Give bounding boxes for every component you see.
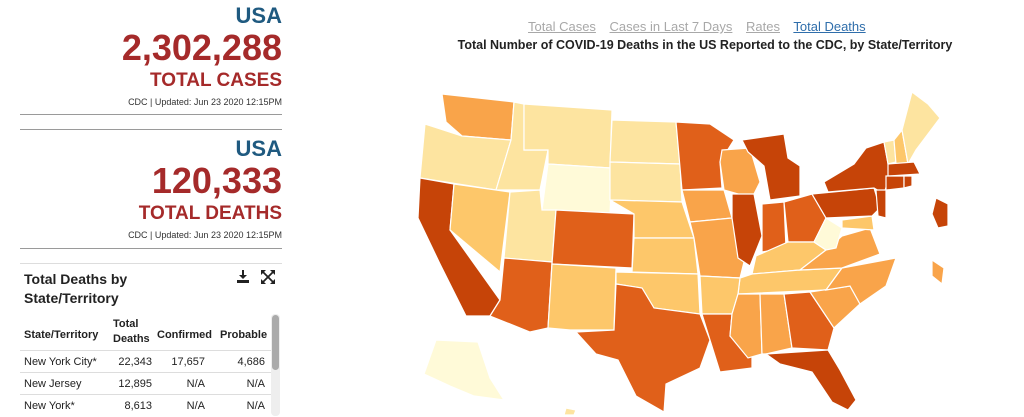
cell-total-deaths: 12,895	[118, 378, 152, 390]
scrollbar-thumb[interactable]	[272, 315, 279, 370]
state-west-virginia[interactable]	[813, 217, 843, 251]
state-new-jersey[interactable]	[875, 189, 887, 219]
cell-state: New Jersey	[24, 378, 82, 390]
cell-total-deaths: 8,613	[124, 400, 152, 412]
state-connecticut[interactable]	[885, 175, 905, 191]
cases-region-label: USA	[235, 3, 282, 28]
state-florida[interactable]	[764, 349, 857, 411]
state-north-dakota[interactable]	[609, 119, 681, 165]
state-alabama[interactable]	[759, 293, 793, 355]
total-cases-value: 2,302,288	[121, 27, 282, 68]
state-kansas[interactable]	[631, 237, 699, 275]
cell-confirmed: N/A	[186, 378, 205, 390]
state-delaware-inset[interactable]	[931, 258, 945, 286]
state-illinois[interactable]	[731, 193, 763, 267]
state-new-york[interactable]	[823, 141, 891, 195]
state-maryland[interactable]	[841, 215, 875, 231]
state-alaska[interactable]	[423, 339, 506, 401]
table-scrollbar[interactable]	[271, 314, 280, 416]
state-wyoming[interactable]	[541, 163, 613, 215]
cell-confirmed: 17,657	[171, 356, 205, 368]
cell-total-deaths: 22,343	[118, 356, 152, 368]
divider	[20, 248, 282, 249]
cell-probable: N/A	[246, 378, 265, 390]
header-state[interactable]: State/Territory	[24, 329, 99, 341]
cell-state: New York*	[24, 400, 75, 412]
state-hawaii[interactable]	[563, 407, 577, 415]
tab-total-cases[interactable]: Total Cases	[528, 19, 596, 34]
total-deaths-value: 120,333	[151, 160, 282, 201]
state-massachusetts[interactable]	[887, 161, 921, 177]
cell-confirmed: N/A	[186, 400, 205, 412]
cell-probable: 4,686	[237, 356, 265, 368]
tab-total-deaths[interactable]: Total Deaths	[793, 19, 866, 34]
divider	[20, 114, 282, 115]
deaths-by-state-table-card: Total Deaths by State/Territory State/Te…	[20, 263, 282, 416]
deaths-updated-text: CDC | Updated: Jun 23 2020 12:15PM	[128, 230, 282, 240]
state-new-jersey-inset[interactable]	[931, 197, 949, 229]
divider	[20, 129, 282, 130]
download-icon[interactable]	[236, 270, 250, 284]
state-south-dakota[interactable]	[609, 161, 683, 203]
state-rhode-island[interactable]	[903, 175, 913, 189]
cell-probable: N/A	[246, 400, 265, 412]
table-row: New York* 8,613 N/A N/A	[20, 394, 272, 417]
state-texas[interactable]	[574, 283, 711, 413]
deaths-region-label: USA	[235, 136, 282, 161]
total-cases-card: USA 2,302,288 TOTAL CASES CDC | Updated:…	[20, 4, 282, 108]
table-row: New Jersey 12,895 N/A N/A	[20, 372, 272, 395]
state-georgia[interactable]	[783, 291, 835, 351]
table-header: State/Territory Total Deaths Confirmed P…	[20, 316, 272, 360]
state-michigan[interactable]	[741, 133, 801, 201]
cases-updated-text: CDC | Updated: Jun 23 2020 12:15PM	[128, 97, 282, 107]
total-deaths-card: USA 120,333 TOTAL DEATHS CDC | Updated: …	[20, 137, 282, 241]
total-cases-label: TOTAL CASES	[150, 70, 282, 91]
header-confirmed[interactable]: Confirmed	[157, 329, 212, 341]
header-total-deaths[interactable]: Total Deaths	[113, 318, 150, 345]
header-probable[interactable]: Probable	[220, 329, 268, 341]
view-tabs: Total Cases Cases in Last 7 Days Rates T…	[528, 19, 876, 34]
state-nevada[interactable]	[449, 183, 511, 274]
state-iowa[interactable]	[681, 189, 733, 223]
table-title: Total Deaths by State/Territory	[24, 271, 128, 306]
table-row: New York City* 22,343 17,657 4,686	[20, 350, 272, 373]
left-panel: USA 2,302,288 TOTAL CASES CDC | Updated:…	[0, 0, 290, 416]
state-new-mexico[interactable]	[547, 263, 617, 331]
map-title: Total Number of COVID-19 Deaths in the U…	[457, 38, 953, 52]
state-colorado[interactable]	[551, 209, 635, 269]
us-deaths-choropleth-map	[417, 90, 949, 415]
total-deaths-label: TOTAL DEATHS	[138, 203, 282, 224]
tab-cases-last-7-days[interactable]: Cases in Last 7 Days	[609, 19, 733, 34]
state-maine[interactable]	[901, 90, 941, 166]
expand-icon[interactable]	[261, 270, 275, 284]
cell-state: New York City*	[24, 356, 97, 368]
tab-rates[interactable]: Rates	[746, 19, 780, 34]
